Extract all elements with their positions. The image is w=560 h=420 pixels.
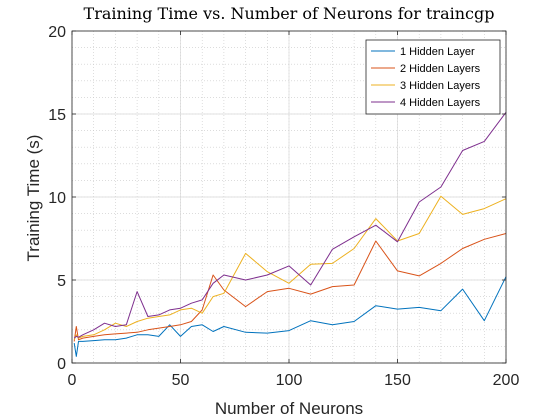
- series-layer: [73, 112, 507, 357]
- x-tick-label: 150: [384, 372, 411, 389]
- x-tick-label: 50: [172, 372, 190, 389]
- legend-label-4: 4 Hidden Layers: [400, 97, 481, 109]
- y-axis-label: Training Time (s): [24, 135, 43, 262]
- axis-ticks: [71, 30, 507, 364]
- chart-title: Training Time vs. Number of Neurons for …: [84, 4, 495, 23]
- x-tick-label: 0: [68, 372, 77, 389]
- legend-label-2: 2 Hidden Layers: [400, 63, 481, 75]
- series-line-4: [73, 112, 507, 339]
- x-tick-label: 100: [276, 372, 303, 389]
- y-tick-label: 5: [57, 273, 66, 290]
- series-line-3: [73, 195, 507, 340]
- legend-label-1: 1 Hidden Layer: [400, 46, 475, 58]
- y-tick-label: 15: [48, 107, 66, 124]
- y-tick-label: 0: [57, 356, 66, 373]
- y-tick-label: 10: [48, 190, 66, 207]
- x-tick-label: 200: [493, 372, 520, 389]
- series-line-2: [73, 233, 507, 342]
- legend: 1 Hidden Layer 2 Hidden Layers 3 Hidden La…: [365, 39, 501, 115]
- legend-label-3: 3 Hidden Layers: [400, 80, 481, 92]
- axis-tick-labels: 0 50 100 150 200 0 5 10 15 20: [48, 24, 519, 389]
- series-line-1: [73, 276, 507, 357]
- x-axis-label: Number of Neurons: [215, 399, 363, 418]
- y-tick-label: 20: [48, 24, 66, 41]
